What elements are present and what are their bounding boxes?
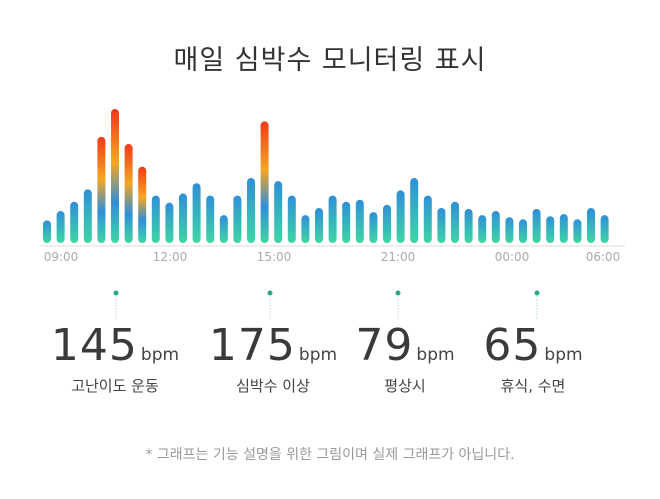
stat-label: 고난이도 운동: [71, 377, 159, 395]
heart-rate-bar: [573, 219, 582, 243]
heart-rate-bar: [179, 193, 187, 243]
marker-dot: [395, 290, 401, 296]
heart-rate-bar: [138, 166, 147, 243]
stat-rest: 65 bpm 휴식, 수면: [458, 320, 608, 396]
heart-rate-bar: [383, 204, 391, 243]
marker-dot: [534, 290, 540, 296]
heart-rate-bar: [369, 212, 378, 243]
heart-rate-bar: [70, 201, 79, 243]
heart-rate-bar: [464, 208, 473, 243]
heart-rate-bar: [274, 181, 283, 243]
heart-rate-bar: [546, 216, 555, 243]
x-tick-label: 21:00: [381, 250, 416, 264]
heart-rate-bar: [83, 189, 92, 243]
heart-rate-bar: [287, 195, 296, 243]
stat-value: 145: [50, 320, 138, 371]
x-axis-ticks: 09:00 12:00 15:00 21:00 00:00 06:00: [44, 250, 621, 264]
stat-abnormal: 175 bpm 심박수 이상: [198, 320, 348, 396]
heart-rate-bar: [165, 202, 174, 243]
heart-rate-bar: [43, 220, 51, 243]
stat-normal: 79 bpm 평상시: [330, 320, 480, 396]
stat-unit: bpm: [416, 345, 455, 365]
heart-rate-bar: [478, 215, 487, 243]
stat-label: 평상시: [384, 377, 426, 395]
x-tick-label: 06:00: [586, 250, 621, 264]
heart-rate-bar: [56, 211, 65, 243]
heart-rate-bar: [423, 195, 432, 243]
page-title: 매일 심박수 모니터링 표시: [173, 45, 487, 76]
x-tick-label: 15:00: [257, 250, 292, 264]
marker-dot: [113, 290, 119, 296]
heart-rate-bar: [233, 195, 242, 243]
heart-rate-bar: [342, 201, 351, 243]
stat-value: 79: [355, 320, 414, 371]
heart-rate-bar: [111, 109, 119, 243]
heart-rate-bar: [600, 215, 609, 243]
heart-rate-bar: [315, 207, 323, 243]
heart-rate-bar: [260, 121, 269, 243]
x-tick-label: 00:00: [495, 250, 530, 264]
heart-rate-bar: [301, 215, 310, 243]
x-tick-label: 09:00: [44, 250, 79, 264]
heart-rate-bar: [532, 208, 541, 243]
heart-rate-bar: [206, 195, 215, 243]
heart-rate-bar: [396, 190, 405, 243]
stat-markers: [113, 290, 540, 320]
heart-rate-bar: [587, 207, 595, 243]
footnote: * 그래프는 기능 설명을 위한 그림이며 실제 그래프가 아닙니다.: [145, 447, 515, 463]
heart-rate-bar: [505, 217, 514, 243]
heart-rate-bar: [151, 195, 160, 243]
stat-label: 휴식, 수면: [500, 377, 566, 395]
heart-rate-bar: [491, 211, 500, 243]
stat-unit: bpm: [140, 345, 180, 365]
stat-value: 175: [208, 320, 296, 371]
heart-rate-bar: [97, 136, 106, 243]
x-tick-label: 12:00: [153, 250, 188, 264]
heart-rate-bar: [437, 207, 446, 243]
stat-label: 심박수 이상: [236, 377, 310, 395]
heart-rate-bar: [124, 144, 133, 243]
heart-rate-bar: [328, 195, 337, 243]
heart-rate-bar: [519, 219, 527, 243]
heart-rate-bar: [410, 178, 419, 243]
stat-intense: 145 bpm 고난이도 운동: [40, 320, 190, 396]
stat-unit: bpm: [544, 345, 583, 365]
heart-rate-bar: [355, 199, 364, 243]
stat-value: 65: [483, 320, 542, 371]
bar-group: [43, 109, 609, 243]
heart-rate-bar: [219, 215, 228, 243]
heart-rate-bar: [247, 178, 255, 243]
stat-unit: bpm: [298, 345, 338, 365]
heart-rate-bar: [192, 183, 201, 243]
heart-rate-bar: [559, 214, 568, 243]
heart-rate-bar: [451, 201, 459, 243]
marker-dot: [267, 290, 273, 296]
heart-rate-chart: 09:00 12:00 15:00 21:00 00:00 06:00: [40, 109, 625, 320]
